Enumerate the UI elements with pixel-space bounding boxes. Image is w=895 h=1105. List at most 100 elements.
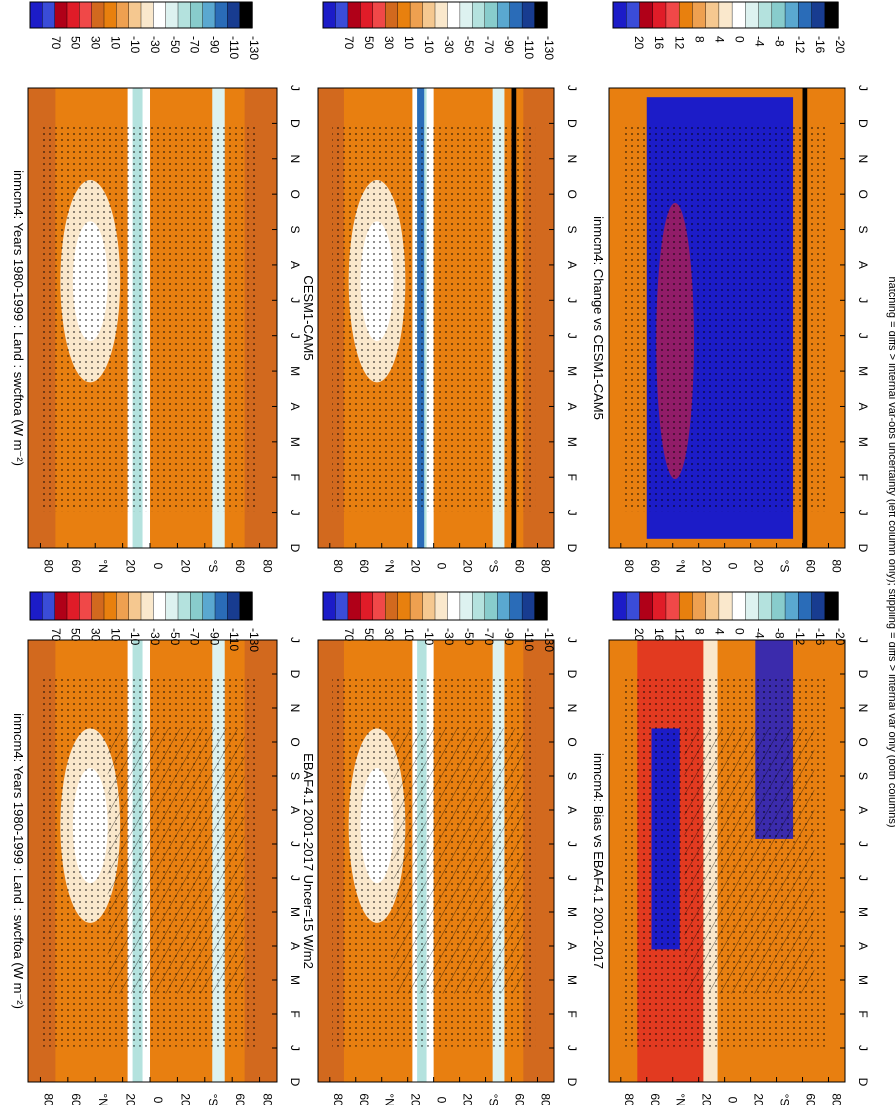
colorbar-swatch	[116, 1, 130, 29]
colorbar-label: -10	[128, 36, 142, 54]
colorbar-label: -70	[188, 36, 202, 54]
colorbar-label: -130	[247, 628, 261, 652]
colorbar-label: -8	[773, 628, 787, 639]
lat-tick-label: °N	[674, 559, 688, 572]
month-tick-label: J	[565, 875, 579, 881]
month-tick-label: A	[288, 942, 302, 950]
colorbar-label: -12	[793, 36, 807, 54]
colorbar-swatch	[214, 591, 229, 621]
lat-tick-label: 80	[261, 1093, 275, 1105]
lat-tick-label: 80	[331, 559, 345, 573]
lat-tick-label: 60	[804, 559, 818, 573]
month-tick-label: N	[288, 704, 302, 713]
colorbar-swatch	[79, 591, 93, 621]
lat-tick-label: 20	[124, 1093, 138, 1105]
colorbar-label: 16	[652, 628, 666, 642]
lat-tick-label: 20	[461, 1093, 475, 1105]
colorbar-swatch	[397, 1, 411, 29]
lat-tick-label: 20	[178, 559, 192, 573]
colorbar-swatch	[626, 1, 641, 29]
month-tick-label: J	[288, 333, 302, 339]
colorbar-swatch	[798, 1, 813, 29]
colorbar-swatch	[227, 1, 241, 29]
colorbar-swatch	[731, 591, 747, 621]
month-tick-label: J	[565, 85, 579, 91]
month-tick-label: J	[856, 637, 870, 643]
colorbar-swatch	[705, 1, 720, 29]
colorbar-label: -130	[247, 36, 261, 60]
lat-tick-label: 80	[41, 559, 55, 573]
month-tick-label: J	[856, 297, 870, 303]
colorbar-label: 30	[88, 628, 102, 642]
colorbar-swatch	[811, 591, 826, 621]
lat-tick-label: 60	[804, 1093, 818, 1105]
plot-frame	[27, 87, 278, 549]
colorbar-swatch	[202, 591, 216, 621]
colorbar-label: -90	[207, 628, 221, 646]
month-tick-label: J	[856, 85, 870, 91]
month-tick-label: D	[856, 670, 870, 679]
colorbar-swatch	[322, 1, 337, 29]
lat-tick-label: °N	[96, 1093, 110, 1105]
month-tick-label: A	[856, 261, 870, 269]
colorbar-label: 70	[49, 628, 63, 642]
lat-tick-label: 80	[829, 559, 843, 573]
month-tick-label: A	[288, 402, 302, 410]
colorbar-swatch	[153, 1, 167, 29]
month-tick-label: J	[565, 637, 579, 643]
lat-tick-label: 0	[435, 1097, 449, 1104]
colorbar-swatch	[639, 1, 654, 29]
month-tick-label: N	[565, 704, 579, 713]
month-tick-label: J	[288, 510, 302, 516]
hatching	[107, 728, 245, 994]
month-tick-label: O	[288, 189, 302, 198]
colorbar-label: -110	[522, 36, 536, 59]
month-tick-label: D	[288, 1078, 302, 1087]
colorbar-swatch	[91, 591, 105, 621]
colorbar-swatch	[678, 591, 694, 621]
month-tick-label: J	[856, 841, 870, 847]
colorbar-swatch	[347, 1, 362, 29]
colorbar-label: -70	[482, 628, 496, 646]
month-tick-label: S	[288, 772, 302, 780]
colorbar-swatch	[29, 1, 44, 29]
colorbar-swatch	[66, 1, 81, 29]
month-tick-label: D	[565, 670, 579, 679]
lat-tick-label: °N	[96, 559, 110, 572]
month-tick-label: F	[856, 474, 870, 481]
colorbar-label: -10	[128, 628, 142, 646]
colorbar-swatch	[372, 1, 386, 29]
panel-title: inmcm4: Years 1980-1999 : Land : swcftoa…	[11, 713, 26, 1009]
month-tick-label: S	[856, 772, 870, 780]
month-tick-label: S	[565, 772, 579, 780]
colorbar-swatch	[509, 591, 523, 621]
colorbar-swatch	[692, 591, 707, 621]
colorbar-swatch	[731, 1, 747, 29]
month-tick-label: J	[565, 333, 579, 339]
colorbar-swatch	[165, 1, 179, 29]
month-tick-label: N	[856, 154, 870, 163]
colorbar-label: 4	[712, 36, 726, 43]
lat-tick-label: 0	[726, 1097, 740, 1104]
colorbar-swatch	[434, 591, 449, 621]
colorbar-swatch	[472, 1, 486, 29]
lat-tick-label: 20	[752, 559, 766, 573]
lat-tick-label: 20	[700, 1093, 714, 1105]
colorbar-swatch	[385, 1, 399, 29]
colorbar-label: -16	[813, 628, 827, 646]
lat-tick-label: 60	[513, 559, 527, 573]
colorbar-swatch	[521, 591, 536, 621]
lat-tick-label: 80	[331, 1093, 345, 1105]
colorbar-swatch	[165, 591, 179, 621]
colorbar-swatch	[434, 1, 449, 29]
month-tick-label: S	[565, 226, 579, 234]
colorbar-swatch	[497, 591, 511, 621]
colorbar-swatch	[745, 591, 760, 621]
lat-tick-label: 20	[124, 559, 138, 573]
colorbar-swatch	[612, 1, 627, 29]
colorbar-label: -70	[188, 628, 202, 646]
month-tick-label: M	[856, 366, 870, 376]
colorbar-swatch	[824, 1, 839, 29]
